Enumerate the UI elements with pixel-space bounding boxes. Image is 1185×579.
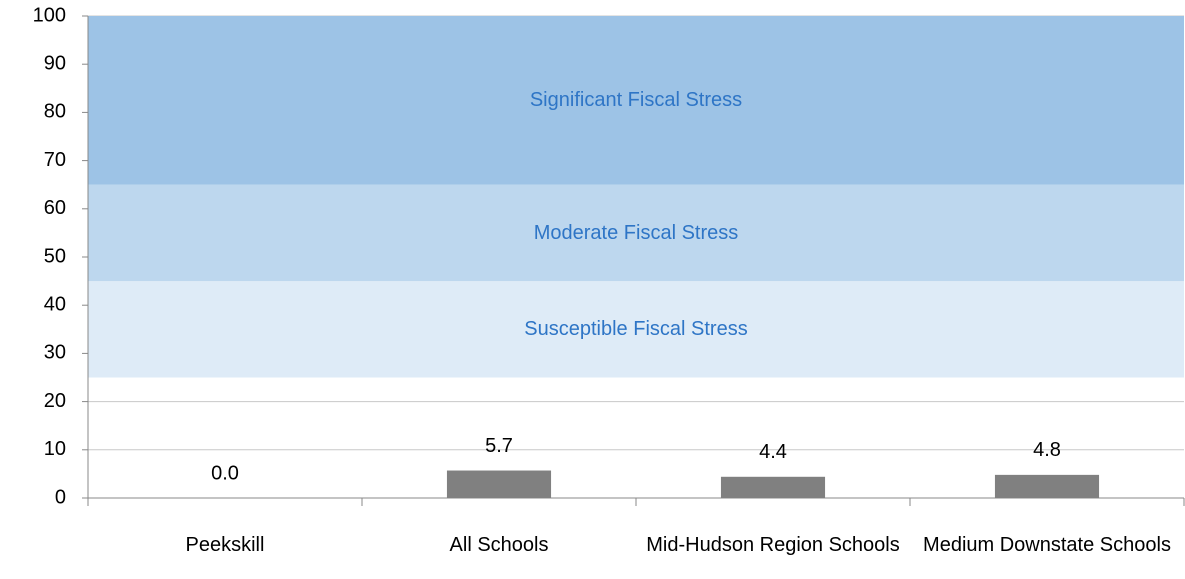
y-tick-label: 30 [44,342,66,364]
band-label: Significant Fiscal Stress [529,89,743,112]
value-label: 4.8 [1033,439,1061,461]
bar [994,474,1100,498]
x-tick-label: Mid-Hudson Region Schools [646,534,900,556]
bar [720,476,826,498]
y-tick-label: 100 [33,4,66,26]
stress-band [88,281,1184,378]
band-label: Moderate Fiscal Stress [533,221,739,244]
band-label-box: Significant Fiscal Stress [529,89,743,112]
y-tick-label: 70 [44,149,66,171]
y-tick-label: 0 [55,486,66,508]
x-tick-label-box: Medium Downstate Schools [923,534,1171,556]
x-tick-label-box: All Schools [449,534,549,556]
x-tick-label-box: Peekskill [185,534,265,556]
y-tick-label: 80 [44,101,66,123]
y-tick-label: 50 [44,245,66,267]
band-label-box: Susceptible Fiscal Stress [524,318,748,341]
x-tick-label: All Schools [449,534,549,556]
value-label: 5.7 [485,435,513,457]
y-tick-label: 10 [44,438,66,460]
band-label: Susceptible Fiscal Stress [524,318,748,341]
y-tick-label: 40 [44,293,66,315]
x-tick-label: Peekskill [185,534,265,556]
x-tick-label: Medium Downstate Schools [923,534,1171,556]
stress-band [88,16,1184,185]
band-label-box: Moderate Fiscal Stress [533,221,739,244]
y-tick-label: 90 [44,52,66,74]
y-tick-label: 60 [44,197,66,219]
value-label: 4.4 [759,441,787,463]
y-tick-label: 20 [44,390,66,412]
bar [446,470,552,498]
x-tick-label-box: Mid-Hudson Region Schools [646,534,900,556]
value-label: 0.0 [211,462,239,484]
stress-band [88,184,1184,282]
